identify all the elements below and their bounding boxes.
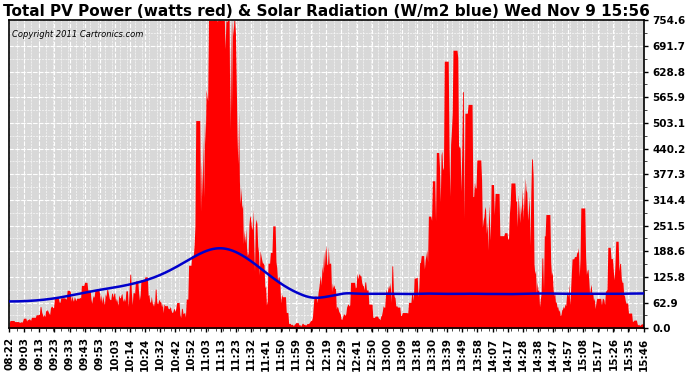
Title: Total PV Power (watts red) & Solar Radiation (W/m2 blue) Wed Nov 9 15:56: Total PV Power (watts red) & Solar Radia…: [3, 4, 650, 19]
Text: Copyright 2011 Cartronics.com: Copyright 2011 Cartronics.com: [12, 30, 144, 39]
